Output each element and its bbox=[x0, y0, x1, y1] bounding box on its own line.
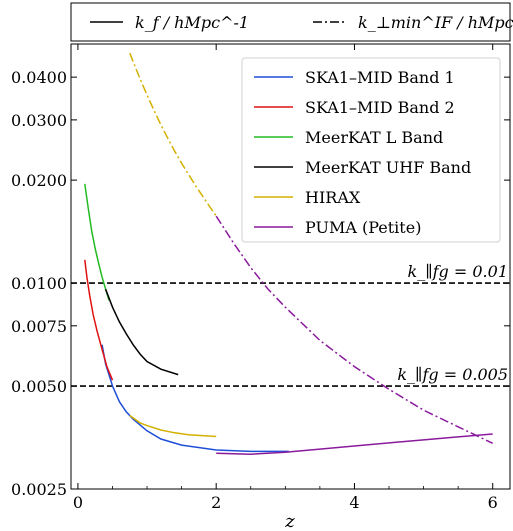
hline-label-0: k_∥fg = 0.01 bbox=[408, 262, 508, 281]
y-tick-label-0.0100: 0.0100 bbox=[11, 274, 67, 293]
reference-lines: k_∥fg = 0.01 k_∥fg = 0.005 bbox=[71, 262, 510, 387]
top-legend: k_f / hMpc^-1 k_⊥min^IF / hMpc^-1 bbox=[90, 13, 513, 32]
axis-ticks: 0 2 4 6 0.0025 0.0050 0.0075 0.0100 0.0200 0.0300… bbox=[11, 44, 510, 512]
y-tick-label-0.0075: 0.0075 bbox=[11, 317, 67, 336]
series-line-4 bbox=[129, 414, 217, 438]
top-legend-label-0: k_f / hMpc^-1 bbox=[135, 13, 249, 32]
top-legend-box bbox=[70, 2, 511, 42]
y-tick-label-0.0050: 0.0050 bbox=[11, 377, 67, 396]
top-legend-label-1: k_⊥min^IF / hMpc^-1 bbox=[358, 13, 513, 32]
series-line-0 bbox=[101, 344, 289, 453]
legend-label-0: SKA1–MID Band 1 bbox=[305, 68, 455, 87]
legend-label-4: HIRAX bbox=[305, 188, 361, 207]
legend-label-1: SKA1–MID Band 2 bbox=[305, 98, 455, 117]
series-line-2 bbox=[84, 183, 110, 301]
y-tick-label-0.0200: 0.0200 bbox=[11, 171, 67, 190]
x-axis-label: z bbox=[284, 511, 295, 531]
x-tick-label-0: 0 bbox=[73, 493, 83, 512]
legend: SKA1–MID Band 1 SKA1–MID Band 2 MeerKAT L … bbox=[254, 68, 471, 237]
series-line-6 bbox=[129, 52, 217, 217]
legend-label-2: MeerKAT L Band bbox=[305, 128, 443, 147]
series-line-3 bbox=[104, 288, 179, 376]
y-tick-label-0.0025: 0.0025 bbox=[11, 480, 67, 499]
legend-box bbox=[241, 57, 501, 243]
x-tick-label-4: 4 bbox=[349, 493, 359, 512]
legend-label-5: PUMA (Petite) bbox=[305, 218, 421, 237]
y-tick-label-0.0400: 0.0400 bbox=[11, 68, 67, 87]
legend-label-3: MeerKAT UHF Band bbox=[305, 158, 471, 177]
series-line-1 bbox=[84, 259, 114, 381]
y-tick-label-0.0300: 0.0300 bbox=[11, 111, 67, 130]
series-group bbox=[84, 52, 494, 455]
hline-label-1: k_∥fg = 0.005 bbox=[397, 365, 508, 384]
series-line-5 bbox=[216, 433, 493, 455]
series-line-7 bbox=[215, 215, 494, 444]
x-tick-label-6: 6 bbox=[488, 493, 498, 512]
x-tick-label-2: 2 bbox=[211, 493, 221, 512]
